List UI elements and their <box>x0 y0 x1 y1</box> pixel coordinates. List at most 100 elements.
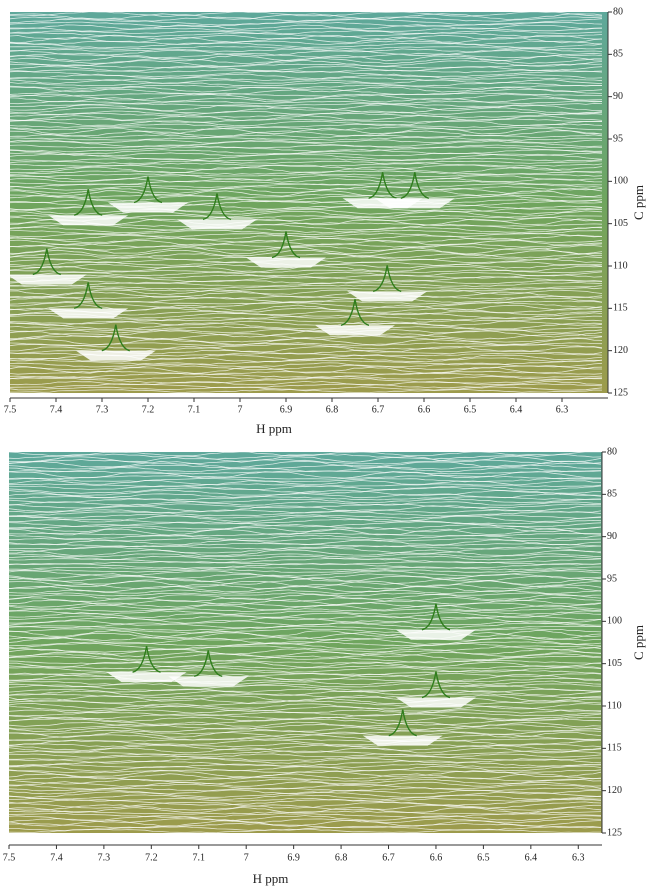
trace <box>9 103 602 112</box>
trace <box>9 320 603 327</box>
trace <box>9 97 603 103</box>
trace <box>8 787 602 792</box>
trace <box>9 16 603 22</box>
trace <box>9 269 603 274</box>
trace <box>8 599 602 606</box>
trace <box>8 680 602 686</box>
trace <box>8 514 602 519</box>
trace <box>9 146 603 153</box>
trace <box>9 276 603 283</box>
trace <box>8 651 602 658</box>
x-tick-label: 6.8 <box>326 404 339 415</box>
x-tick-label: 6.4 <box>525 852 538 863</box>
y-tick-label: 105 <box>613 218 628 229</box>
trace <box>8 655 602 664</box>
trace <box>8 615 602 621</box>
peak <box>132 646 161 673</box>
trace <box>9 223 603 231</box>
x-tick-label: 7 <box>244 852 249 863</box>
peak-shadow <box>6 274 87 285</box>
trace <box>8 677 602 683</box>
trace <box>9 45 603 50</box>
y-tick-label: 110 <box>613 260 628 271</box>
trace <box>9 281 603 288</box>
y-tick-label: 100 <box>607 616 622 627</box>
peak <box>368 172 397 199</box>
trace <box>8 500 602 506</box>
x-tick-label: 7.3 <box>98 852 111 863</box>
trace <box>8 622 602 629</box>
peak <box>421 603 451 631</box>
peak <box>32 248 62 276</box>
trace <box>9 118 603 123</box>
trace <box>9 729 602 735</box>
x-tick-label: 6.8 <box>335 852 348 863</box>
peak-shadow <box>108 202 188 213</box>
trace <box>9 195 603 203</box>
trace <box>8 705 601 712</box>
trace <box>8 642 602 651</box>
trace <box>8 518 602 525</box>
y-tick-label: 115 <box>607 743 622 754</box>
trace <box>8 721 602 728</box>
peak <box>340 299 370 326</box>
trace <box>8 632 602 640</box>
trace <box>9 63 603 69</box>
trace <box>8 755 601 761</box>
trace <box>9 81 602 87</box>
trace <box>8 546 602 554</box>
peak <box>101 324 131 352</box>
trace <box>9 375 603 381</box>
trace <box>9 304 603 312</box>
trace <box>8 791 602 798</box>
y-tick-label: 125 <box>613 387 628 398</box>
x-tick-label: 7.1 <box>188 404 201 415</box>
trace <box>8 773 601 780</box>
trace <box>9 134 603 139</box>
trace <box>9 322 603 330</box>
trace <box>9 291 603 299</box>
trace <box>8 596 602 603</box>
trace <box>9 153 603 161</box>
trace <box>9 343 603 350</box>
trace <box>8 496 602 501</box>
trace <box>9 100 603 105</box>
peak-shadow <box>395 697 476 708</box>
trace <box>8 794 602 801</box>
peak <box>73 189 103 216</box>
trace <box>9 205 603 213</box>
trace <box>9 110 603 115</box>
trace <box>8 575 602 583</box>
trace <box>8 485 602 491</box>
x-tick-label: 6.9 <box>287 852 300 863</box>
y-tick-label: 95 <box>613 133 623 144</box>
trace <box>8 718 602 726</box>
trace <box>8 553 602 558</box>
trace <box>9 157 603 162</box>
trace <box>9 526 602 533</box>
trace <box>9 127 603 135</box>
trace <box>8 812 602 818</box>
trace <box>9 88 603 96</box>
trace <box>8 592 602 597</box>
trace <box>8 604 602 611</box>
trace <box>8 665 602 670</box>
trace <box>8 483 602 488</box>
trace <box>9 52 603 59</box>
trace <box>8 524 602 530</box>
trace <box>8 569 602 573</box>
trace <box>8 489 602 497</box>
trace <box>9 287 603 292</box>
trace <box>8 804 601 811</box>
trace <box>9 300 603 305</box>
trace <box>8 798 602 806</box>
x-tick-label: 7.4 <box>50 852 63 863</box>
x-tick-label: 6.6 <box>418 404 431 415</box>
trace <box>8 498 602 504</box>
trace <box>8 608 602 612</box>
trace <box>9 173 603 178</box>
trace <box>8 477 602 483</box>
peak <box>73 282 103 310</box>
trace <box>9 84 602 90</box>
x-tick-label: 6.3 <box>556 404 569 415</box>
